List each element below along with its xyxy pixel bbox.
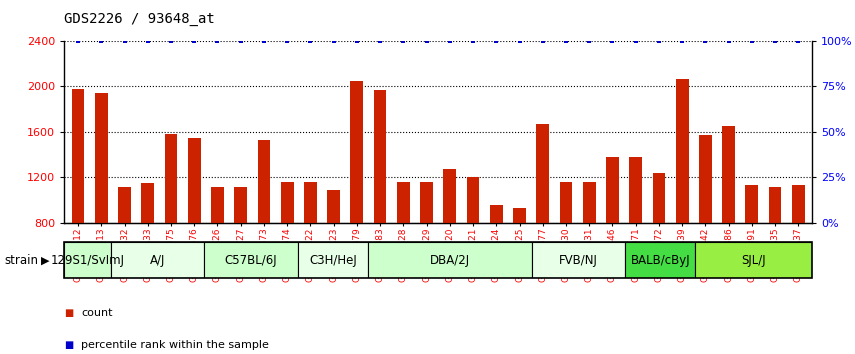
Bar (141, 183, 154, 314)
Bar (327, 190, 340, 314)
Text: FVB/NJ: FVB/NJ (559, 254, 598, 267)
Bar (490, 205, 503, 314)
Bar (583, 182, 596, 314)
Bar (699, 135, 711, 314)
Text: GDS2226 / 93648_at: GDS2226 / 93648_at (64, 12, 215, 27)
Text: BALB/cByJ: BALB/cByJ (630, 254, 690, 267)
Bar (536, 124, 549, 314)
Bar (722, 126, 735, 314)
Bar (652, 173, 665, 314)
Bar (118, 187, 131, 314)
Text: C3H/HeJ: C3H/HeJ (310, 254, 357, 267)
Bar (513, 208, 526, 314)
Bar (625, 242, 695, 278)
Text: C57BL/6J: C57BL/6J (225, 254, 278, 267)
Bar (559, 182, 572, 314)
Bar (280, 182, 293, 314)
Text: count: count (81, 308, 113, 318)
Bar (374, 90, 386, 314)
Bar (467, 177, 480, 314)
Text: ■: ■ (64, 308, 74, 318)
Bar (304, 182, 317, 314)
Text: ■: ■ (64, 340, 74, 350)
Bar (298, 242, 368, 278)
Bar (257, 140, 270, 314)
Bar (95, 93, 108, 314)
Bar (211, 187, 224, 314)
Text: DBA/2J: DBA/2J (430, 254, 470, 267)
Bar (165, 134, 177, 314)
Bar (792, 185, 805, 314)
Bar (397, 182, 410, 314)
Text: SJL/J: SJL/J (741, 254, 766, 267)
Bar (368, 242, 532, 278)
Bar (234, 187, 247, 314)
Bar (675, 79, 688, 314)
Bar (204, 242, 298, 278)
Bar (769, 187, 781, 314)
Bar (746, 185, 758, 314)
Text: 129S1/SvImJ: 129S1/SvImJ (50, 254, 125, 267)
Text: percentile rank within the sample: percentile rank within the sample (81, 340, 269, 350)
Bar (629, 157, 642, 314)
Bar (606, 157, 619, 314)
Text: ▶: ▶ (41, 255, 50, 265)
Bar (420, 182, 433, 314)
Text: strain: strain (4, 254, 38, 267)
Bar (444, 170, 457, 314)
Bar (111, 242, 204, 278)
Bar (72, 88, 85, 314)
Bar (532, 242, 625, 278)
Bar (188, 138, 201, 314)
Text: A/J: A/J (150, 254, 165, 267)
Bar (64, 242, 111, 278)
Bar (351, 81, 363, 314)
Bar (695, 242, 812, 278)
